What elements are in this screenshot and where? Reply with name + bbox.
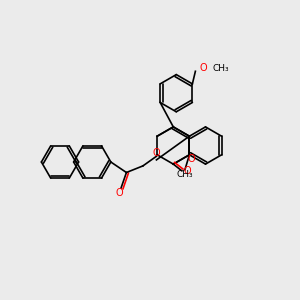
Text: O: O xyxy=(187,154,195,164)
Text: CH₃: CH₃ xyxy=(213,64,230,73)
Text: CH₃: CH₃ xyxy=(177,170,193,179)
Text: O: O xyxy=(153,148,160,158)
Text: O: O xyxy=(200,63,208,73)
Text: O: O xyxy=(116,188,123,199)
Text: O: O xyxy=(183,166,191,176)
